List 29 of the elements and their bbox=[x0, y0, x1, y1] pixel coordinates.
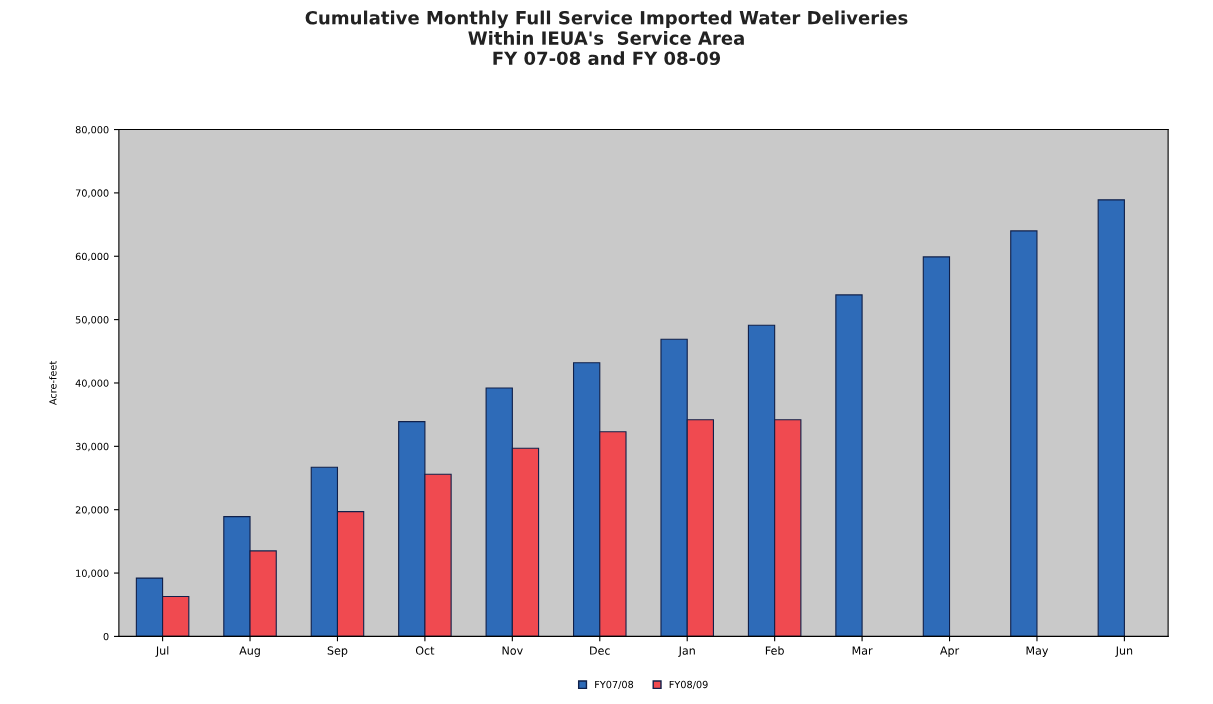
x-tick-label: Dec bbox=[590, 646, 610, 655]
x-tick-label: Jan bbox=[678, 646, 695, 657]
y-axis-title: Acre-feet bbox=[49, 361, 57, 406]
bar bbox=[922, 256, 951, 637]
x-tick-label: Oct bbox=[415, 646, 435, 655]
x-tick-label: Nov bbox=[502, 646, 523, 655]
bar bbox=[835, 294, 863, 637]
y-tick-label: 60,000 bbox=[75, 252, 109, 262]
y-tick-label: 40,000 bbox=[75, 379, 109, 388]
legend-label: FY07/08 bbox=[595, 680, 634, 689]
y-tick-label: 10,000 bbox=[76, 569, 109, 578]
bar bbox=[1097, 199, 1125, 637]
x-tick-label: Aug bbox=[239, 646, 260, 657]
y-tick-label: 70,000 bbox=[75, 189, 109, 198]
y-tick-label: 50,000 bbox=[75, 316, 109, 325]
x-tick-label: Feb bbox=[765, 646, 784, 655]
x-tick-label: Apr bbox=[940, 646, 960, 657]
bar bbox=[1010, 230, 1038, 637]
y-tick-label: 30,000 bbox=[75, 442, 109, 452]
y-tick-label: 80,000 bbox=[75, 126, 109, 135]
y-tick-label: 0 bbox=[103, 632, 109, 641]
x-tick-label: Sep bbox=[327, 646, 348, 657]
legend-label: FY08/09 bbox=[669, 680, 708, 689]
x-tick-label: Mar bbox=[852, 646, 873, 655]
x-tick-label: May bbox=[1026, 646, 1049, 657]
y-tick-label: 20,000 bbox=[75, 506, 109, 515]
x-tick-label: Jun bbox=[1115, 646, 1133, 657]
x-tick-label: Jul bbox=[155, 646, 169, 657]
chart-title: Cumulative Monthly Full Service Imported Water Deliveries Within IEUA's Service Area FY 07-08 and FY 08-09 bbox=[305, 10, 908, 66]
